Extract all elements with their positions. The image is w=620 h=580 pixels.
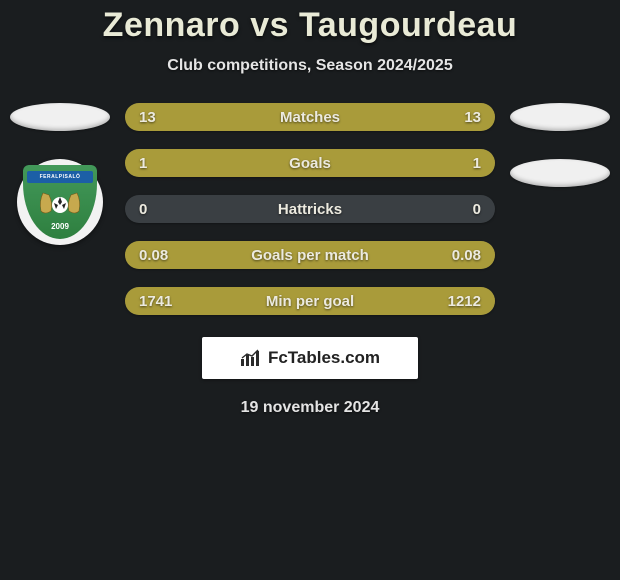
left-player-column: FERALPISALÒ 2009 [0, 103, 120, 245]
right-flag-ellipse-1 [510, 103, 610, 131]
stat-row: Matches13 13 [125, 103, 495, 131]
stat-value-left: 0 [139, 201, 147, 218]
stat-value-right: 1212 [448, 293, 481, 310]
crest-year: 2009 [23, 222, 97, 231]
page-title: Zennaro vs Taugourdeau [0, 6, 620, 45]
left-club-crest: FERALPISALÒ 2009 [17, 159, 103, 245]
right-flag-ellipse-2 [510, 159, 610, 187]
subtitle: Club competitions, Season 2024/2025 [0, 57, 620, 75]
stat-value-left: 13 [139, 109, 156, 126]
stat-value-left: 1741 [139, 293, 172, 310]
stat-label: Hattricks [125, 201, 495, 218]
stat-value-right: 1 [473, 155, 481, 172]
brand-text: FcTables.com [268, 348, 380, 368]
content-area: FERALPISALÒ 2009 Matches1313Goa [0, 103, 620, 417]
stat-row: Hattricks0 0 [125, 195, 495, 223]
stat-label: Min per goal [125, 293, 495, 310]
stat-value-right: 0.08 [452, 247, 481, 264]
stat-value-right: 13 [464, 109, 481, 126]
stat-row: Goals per match0.08 0.08 [125, 241, 495, 269]
stat-value-left: 0.08 [139, 247, 168, 264]
stat-row: Min per goal1741 1212 [125, 287, 495, 315]
comparison-infographic: Zennaro vs Taugourdeau Club competitions… [0, 0, 620, 417]
stat-label: Goals [125, 155, 495, 172]
stat-value-right: 0 [473, 201, 481, 218]
right-player-column [500, 103, 620, 187]
stat-label: Goals per match [125, 247, 495, 264]
bar-chart-icon [240, 349, 262, 367]
brand-box: FcTables.com [202, 337, 418, 379]
stat-value-left: 1 [139, 155, 147, 172]
stat-row: Goals1 1 [125, 149, 495, 177]
stats-table: Matches13 13 Goals1 1 Hattricks0 0 Goals per m… [125, 103, 495, 315]
left-flag-ellipse [10, 103, 110, 131]
date-text: 19 november 2024 [0, 399, 620, 417]
crest-shield: FERALPISALÒ 2009 [23, 165, 97, 239]
stat-label: Matches [125, 109, 495, 126]
